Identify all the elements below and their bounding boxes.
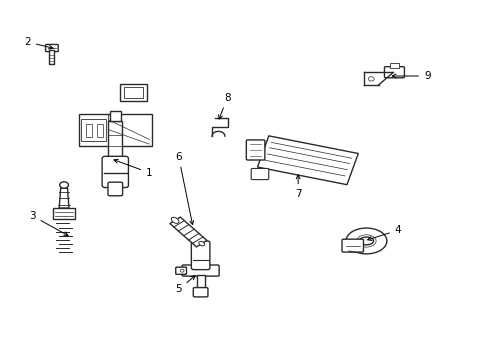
Bar	[79, 114, 152, 146]
FancyBboxPatch shape	[182, 265, 219, 276]
FancyBboxPatch shape	[193, 288, 207, 297]
Circle shape	[180, 269, 183, 272]
Bar	[86, 125, 92, 137]
Bar	[196, 275, 204, 289]
FancyBboxPatch shape	[191, 241, 209, 270]
Text: 4: 4	[367, 225, 401, 240]
Text: 9: 9	[391, 71, 430, 81]
Bar	[124, 87, 143, 98]
Text: 7: 7	[294, 175, 301, 199]
Bar	[110, 111, 121, 121]
Bar	[108, 121, 122, 160]
Bar	[49, 50, 54, 64]
Bar	[81, 119, 105, 140]
FancyBboxPatch shape	[175, 267, 186, 274]
FancyBboxPatch shape	[251, 168, 268, 180]
Text: 3: 3	[29, 211, 68, 235]
Text: 1: 1	[114, 159, 152, 178]
FancyBboxPatch shape	[341, 239, 363, 252]
FancyBboxPatch shape	[45, 44, 58, 51]
Ellipse shape	[345, 228, 386, 254]
Ellipse shape	[171, 217, 179, 224]
Polygon shape	[59, 188, 69, 208]
Ellipse shape	[199, 242, 204, 246]
Bar	[97, 125, 102, 137]
Text: 5: 5	[175, 276, 195, 294]
Polygon shape	[257, 136, 358, 185]
Text: 2: 2	[24, 37, 53, 49]
FancyBboxPatch shape	[246, 140, 264, 160]
Ellipse shape	[356, 235, 375, 247]
FancyBboxPatch shape	[102, 156, 128, 188]
Text: 6: 6	[175, 152, 193, 225]
Text: 8: 8	[218, 93, 230, 119]
Bar	[389, 63, 398, 68]
Bar	[53, 208, 75, 220]
Circle shape	[367, 77, 373, 81]
Polygon shape	[169, 217, 206, 247]
FancyBboxPatch shape	[108, 182, 122, 196]
Circle shape	[60, 182, 68, 188]
Ellipse shape	[359, 237, 373, 245]
FancyBboxPatch shape	[384, 67, 404, 78]
Bar	[120, 84, 147, 101]
